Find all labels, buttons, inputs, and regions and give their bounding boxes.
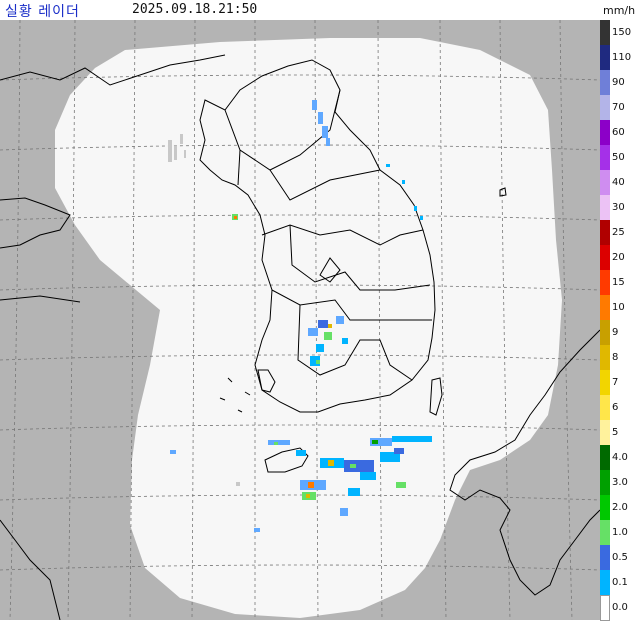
legend-tick-label: 30 [612, 201, 625, 213]
legend-tick-label: 150 [612, 26, 632, 38]
legend-tick-label: 0.1 [612, 576, 628, 588]
legend-swatch-20 [600, 245, 610, 271]
legend-tick-label: 7 [612, 376, 619, 388]
legend-tick-label: 70 [612, 101, 625, 113]
echo-cluster-west-sea [232, 214, 238, 220]
legend-swatch-25 [600, 220, 610, 246]
observation-timestamp: 2025.09.18.21:50 [132, 2, 258, 17]
legend-swatch-30 [600, 195, 610, 221]
legend-swatch-3.0 [600, 470, 610, 496]
legend-swatch-90 [600, 70, 610, 96]
legend-tick-label: 110 [612, 51, 632, 63]
legend-swatch-8 [600, 345, 610, 371]
legend-tick-label: 60 [612, 126, 625, 138]
legend-tick-label: 1.0 [612, 526, 628, 538]
legend-swatch-0.0 [600, 595, 610, 621]
echo-cluster-southwest-line [308, 316, 348, 366]
legend-unit-label: mm/h [603, 4, 635, 17]
radar-map [0, 20, 600, 620]
legend-tick-label: 90 [612, 76, 625, 88]
legend-swatch-4.0 [600, 445, 610, 471]
legend-swatch-40 [600, 170, 610, 196]
legend-swatch-1.0 [600, 520, 610, 546]
legend-tick-label: 3.0 [612, 476, 628, 488]
header-bar: 실황 레이더 2025.09.18.21:50 [0, 0, 600, 20]
legend-swatch-10 [600, 295, 610, 321]
precipitation-legend [600, 20, 635, 621]
legend-tick-label: 15 [612, 276, 625, 288]
legend-swatch-0.1 [600, 570, 610, 596]
legend-tick-label: 10 [612, 301, 625, 313]
echo-cluster-north [312, 100, 330, 146]
legend-tick-label: 6 [612, 401, 619, 413]
legend-tick-label: 5 [612, 426, 619, 438]
legend-swatch-6 [600, 395, 610, 421]
legend-tick-label: 9 [612, 326, 619, 338]
legend-tick-label: 20 [612, 251, 625, 263]
legend-tick-label: 40 [612, 176, 625, 188]
legend-swatch-15 [600, 270, 610, 296]
legend-swatch-7 [600, 370, 610, 396]
echo-cluster-yellow-sea-clutter [168, 134, 186, 162]
legend-swatch-2.0 [600, 495, 610, 521]
legend-tick-label: 0.5 [612, 551, 628, 563]
legend-swatch-60 [600, 120, 610, 146]
legend-tick-label: 25 [612, 226, 625, 238]
legend-tick-label: 4.0 [612, 451, 628, 463]
legend-swatch-0.5 [600, 545, 610, 571]
legend-swatch-110 [600, 45, 610, 71]
jeju-island [264, 447, 309, 473]
legend-tick-label: 2.0 [612, 501, 628, 513]
legend-swatch-70 [600, 95, 610, 121]
legend-swatch-9 [600, 320, 610, 346]
page-title: 실황 레이더 [5, 4, 80, 20]
legend-swatch-5 [600, 420, 610, 446]
legend-swatch-150 [600, 20, 610, 46]
echo-cluster-east-coast [386, 164, 423, 220]
echo-cluster-south-sea [170, 436, 432, 532]
coastlines [0, 54, 600, 620]
legend-tick-label: 50 [612, 151, 625, 163]
radar-echoes [168, 100, 432, 532]
legend-tick-label: 8 [612, 351, 619, 363]
legend-swatch-50 [600, 145, 610, 171]
legend-tick-label: 0.0 [612, 601, 628, 613]
